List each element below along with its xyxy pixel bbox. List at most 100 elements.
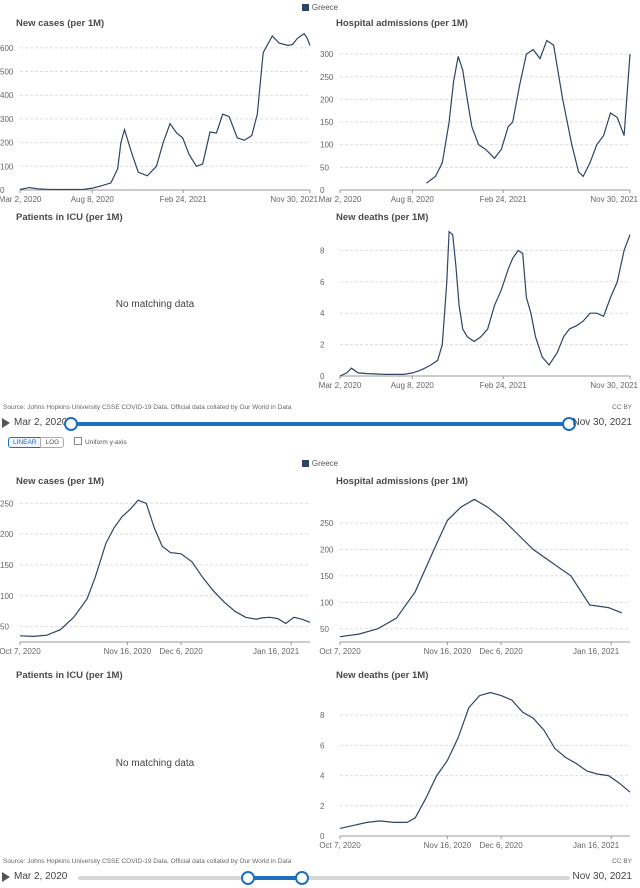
legend-bottom: Greece	[0, 459, 640, 468]
x-tick-label: Oct 7, 2020	[319, 647, 361, 656]
y-tick-label: 600	[0, 44, 14, 53]
y-tick-label: 150	[320, 118, 334, 127]
x-tick-label: Mar 2, 2020	[319, 381, 362, 390]
uniform-y-axis-checkbox[interactable]: Uniform y-axis	[74, 437, 127, 446]
series-line	[339, 498, 623, 638]
play-icon[interactable]	[2, 418, 10, 428]
y-tick-label: 8	[320, 711, 325, 720]
x-tick-label: Feb 24, 2021	[160, 195, 208, 204]
y-tick-label: 100	[0, 592, 14, 601]
y-tick-label: 250	[0, 499, 14, 508]
y-tick-label: 8	[320, 246, 325, 255]
scale-controls: LINEAR LOG Uniform y-axis	[8, 437, 127, 449]
y-tick-label: 4	[320, 772, 325, 781]
y-tick-label: 100	[0, 162, 14, 171]
license-bottom: CC BY	[612, 858, 632, 865]
timeline-top[interactable]: Mar 2, 2020 Nov 30, 2021	[0, 414, 640, 434]
x-tick-label: Feb 24, 2021	[480, 381, 528, 390]
y-tick-label: 50	[320, 625, 329, 634]
chart-new-deaths-top: New deaths (per 1M) 0 2 4 6 8 Mar 2, 2020 Aug 8…	[319, 212, 639, 390]
log-scale-button[interactable]: LOG	[40, 437, 65, 448]
y-tick-label: 400	[0, 91, 14, 100]
legend-label: Greece	[311, 459, 339, 468]
x-tick-label: Jan 16, 2021	[573, 647, 620, 656]
chart-new-cases-top: New cases (per 1M) 0 100 200 300 400 500 600 Mar…	[0, 18, 319, 204]
checkbox-icon	[74, 437, 83, 445]
y-tick-label: 4	[320, 309, 325, 318]
timeline-end-handle[interactable]	[562, 417, 576, 431]
y-tick-label: 6	[320, 741, 325, 750]
series-line	[339, 230, 631, 377]
timeline-bottom[interactable]: Mar 2, 2020 Nov 30, 2021	[0, 868, 640, 888]
x-tick-label: Oct 7, 2020	[319, 841, 361, 850]
timeline-selected-range	[70, 422, 568, 426]
y-tick-label: 0	[320, 372, 325, 381]
chart-patients-icu-bottom: Patients in ICU (per 1M) No matching data	[16, 670, 195, 769]
linear-scale-button[interactable]: LINEAR	[8, 437, 42, 448]
chart-new-cases-bottom: New cases (per 1M) 50 100 150 200 250 Oct 7, 2…	[0, 476, 311, 656]
y-tick-label: 0	[320, 832, 325, 841]
no-data-message: No matching data	[116, 299, 195, 310]
y-tick-label: 200	[320, 95, 334, 104]
y-tick-label: 100	[320, 598, 334, 607]
x-tick-label: Nov 30, 2021	[270, 195, 318, 204]
y-tick-label: 2	[320, 802, 325, 811]
chart-new-deaths-bottom: New deaths (per 1M) 0 2 4 6 8 Oct 7, 2020 Nov 1…	[319, 670, 631, 850]
x-tick-label: Dec 6, 2020	[480, 841, 524, 850]
series-line	[426, 39, 631, 184]
x-tick-label: Aug 8, 2020	[391, 195, 435, 204]
series-line	[339, 691, 631, 829]
chart-title: New deaths (per 1M)	[336, 670, 428, 681]
chart-hospital-admissions-top: Hospital admissions (per 1M) 0 50 100 150 200…	[319, 18, 639, 204]
y-tick-label: 6	[320, 278, 325, 287]
timeline-end-label: Nov 30, 2021	[572, 417, 633, 428]
timeline-start-handle[interactable]	[64, 417, 78, 431]
x-tick-label: Dec 6, 2020	[160, 647, 204, 656]
uniform-y-axis-label: Uniform y-axis	[85, 439, 127, 446]
chart-title: Patients in ICU (per 1M)	[16, 670, 123, 681]
play-icon[interactable]	[2, 872, 10, 882]
timeline-end-label: Nov 30, 2021	[572, 871, 633, 882]
y-tick-label: 150	[320, 572, 334, 581]
x-tick-label: Nov 30, 2021	[590, 381, 638, 390]
x-tick-label: Mar 2, 2020	[0, 195, 42, 204]
x-tick-label: Jan 16, 2021	[573, 841, 620, 850]
x-tick-label: Oct 7, 2020	[0, 647, 41, 656]
y-tick-label: 200	[0, 530, 14, 539]
y-tick-label: 200	[320, 546, 334, 555]
x-tick-label: Mar 2, 2020	[319, 195, 362, 204]
x-tick-label: Nov 16, 2020	[424, 841, 472, 850]
series-line	[19, 499, 311, 638]
chart-title: Hospital admissions (per 1M)	[336, 476, 468, 487]
series-line	[19, 32, 311, 191]
y-tick-label: 0	[0, 186, 5, 195]
timeline-track[interactable]	[78, 876, 570, 880]
x-tick-label: Dec 6, 2020	[480, 647, 524, 656]
y-tick-label: 250	[320, 73, 334, 82]
y-tick-label: 2	[320, 341, 325, 350]
x-tick-label: Aug 8, 2020	[391, 381, 435, 390]
x-tick-label: Feb 24, 2021	[480, 195, 528, 204]
y-tick-label: 500	[0, 68, 14, 77]
timeline-start-handle[interactable]	[240, 871, 255, 885]
y-tick-label: 100	[320, 141, 334, 150]
y-tick-label: 50	[320, 163, 329, 172]
chart-title: Hospital admissions (per 1M)	[336, 18, 468, 29]
x-tick-label: Nov 16, 2020	[424, 647, 472, 656]
chart-patients-icu-top: Patients in ICU (per 1M) No matching data	[16, 212, 195, 310]
no-data-message: No matching data	[116, 758, 195, 769]
source-note-top: Source: Johns Hopkins University CSSE CO…	[3, 404, 292, 411]
legend-swatch	[301, 4, 309, 11]
timeline-end-handle[interactable]	[294, 871, 309, 885]
y-tick-label: 150	[0, 561, 14, 570]
y-tick-label: 50	[0, 623, 9, 632]
chart-title: New cases (per 1M)	[16, 18, 104, 29]
y-tick-label: 0	[320, 186, 325, 195]
license-top: CC BY	[612, 404, 632, 411]
chart-hospital-admissions-bottom: Hospital admissions (per 1M) 50 100 150 200 2…	[319, 476, 630, 656]
timeline-selected-range	[246, 876, 301, 880]
x-tick-label: Nov 16, 2020	[104, 647, 152, 656]
source-note-bottom: Source: Johns Hopkins University CSSE CO…	[3, 858, 292, 865]
legend-top: Greece	[0, 3, 640, 12]
x-tick-label: Aug 8, 2020	[71, 195, 115, 204]
